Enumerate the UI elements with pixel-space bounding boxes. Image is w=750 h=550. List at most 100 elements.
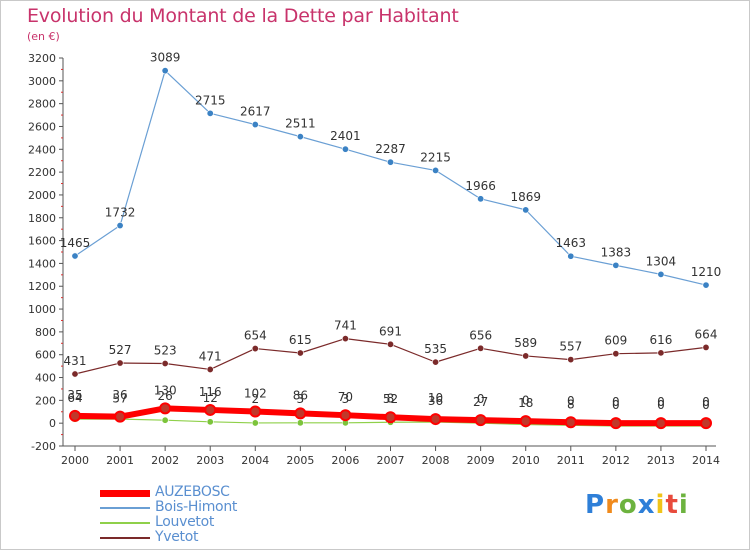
data-point xyxy=(386,158,394,166)
data-point xyxy=(251,121,259,129)
data-label: 10 xyxy=(428,391,443,405)
data-point xyxy=(161,359,169,367)
data-label: 527 xyxy=(109,343,132,357)
data-point xyxy=(161,416,169,424)
y-tick-label: 2200 xyxy=(28,166,56,179)
data-point xyxy=(296,419,304,427)
data-point xyxy=(657,270,665,278)
data-point xyxy=(612,350,620,358)
data-label: 0 xyxy=(702,398,710,412)
data-point xyxy=(339,409,352,422)
data-label: 589 xyxy=(514,336,537,350)
data-label: 0 xyxy=(612,398,620,412)
y-tick-label: 2000 xyxy=(28,189,56,202)
data-label: 0 xyxy=(702,395,710,409)
legend-label: AUZEBOSC xyxy=(155,484,230,500)
legend-label: Yvetot xyxy=(155,529,199,545)
data-label: 0 xyxy=(657,398,665,412)
x-tick-label: 2011 xyxy=(557,454,585,467)
data-point xyxy=(206,418,214,426)
data-label: 1966 xyxy=(465,179,496,193)
data-label: 535 xyxy=(424,342,447,356)
data-point xyxy=(612,261,620,269)
data-label: 2511 xyxy=(285,117,316,131)
data-point xyxy=(702,281,710,289)
data-point xyxy=(522,352,530,360)
proxiti-logo: Proxiti xyxy=(585,490,689,520)
data-label: 615 xyxy=(289,333,312,347)
data-point xyxy=(654,417,667,430)
x-tick-label: 2002 xyxy=(151,454,179,467)
data-label: 1304 xyxy=(646,254,677,268)
data-label: 0 xyxy=(612,395,620,409)
data-point xyxy=(206,109,214,117)
y-tick-label: 1400 xyxy=(28,257,56,270)
data-point xyxy=(251,419,259,427)
data-point xyxy=(296,349,304,357)
data-label: 18 xyxy=(518,396,533,410)
data-label: 2215 xyxy=(420,150,451,164)
data-label: 2287 xyxy=(375,142,406,156)
x-tick-label: 2010 xyxy=(512,454,540,467)
data-label: 36 xyxy=(112,388,127,402)
data-point xyxy=(116,222,124,230)
data-point xyxy=(114,410,127,423)
data-label: 26 xyxy=(158,389,173,403)
data-point xyxy=(432,358,440,366)
legend-label: Bois-Himont xyxy=(155,499,238,515)
x-tick-label: 2005 xyxy=(286,454,314,467)
series-layer xyxy=(69,67,712,430)
y-tick-label: 0 xyxy=(49,417,56,430)
data-point xyxy=(341,335,349,343)
x-tick-label: 2013 xyxy=(647,454,675,467)
data-label: 0 xyxy=(567,394,575,408)
data-point xyxy=(474,414,487,427)
data-label: 3 xyxy=(342,392,350,406)
data-label: 431 xyxy=(64,354,87,368)
data-point xyxy=(519,415,532,428)
data-label: 86 xyxy=(293,388,308,402)
data-labels: 1465 1732 3089 2715 2617 2511 2401 2287 2215 1966… xyxy=(60,51,722,413)
data-point xyxy=(71,370,79,378)
data-point xyxy=(249,405,262,418)
legend-swatch-louvetot xyxy=(100,522,150,524)
data-label: 741 xyxy=(334,319,357,333)
data-label: 130 xyxy=(154,383,177,397)
data-label: 1463 xyxy=(556,236,587,250)
data-label: 2715 xyxy=(195,93,226,107)
data-label: 609 xyxy=(604,334,627,348)
legend-swatch-auzebosc xyxy=(100,490,150,497)
data-point xyxy=(69,409,81,422)
data-label: 102 xyxy=(244,387,267,401)
x-tick-label: 2000 xyxy=(61,454,89,467)
data-label: 1465 xyxy=(60,236,91,250)
y-tick-label: 800 xyxy=(35,326,56,339)
data-point xyxy=(294,407,307,420)
data-point xyxy=(71,252,79,260)
x-tick-label: 2008 xyxy=(422,454,450,467)
data-point xyxy=(251,345,259,353)
y-tick-label: 2800 xyxy=(28,98,56,111)
data-label: 52 xyxy=(383,392,398,406)
y-tick-label: 2600 xyxy=(28,120,56,133)
data-point xyxy=(702,343,710,351)
data-label: 664 xyxy=(695,327,718,341)
data-point xyxy=(477,344,485,352)
data-point xyxy=(204,403,217,416)
data-label: 691 xyxy=(379,324,402,338)
data-label: 616 xyxy=(649,333,672,347)
data-label: 2 xyxy=(251,392,259,406)
data-point xyxy=(341,145,349,153)
legend-label: Louvetot xyxy=(155,514,215,530)
data-point xyxy=(564,416,577,429)
y-tick-label: 200 xyxy=(35,394,56,407)
data-label: 1383 xyxy=(601,245,632,259)
data-point xyxy=(429,413,442,426)
data-label: 116 xyxy=(199,385,222,399)
chart-unit: (en €) xyxy=(27,30,60,43)
data-point xyxy=(567,252,575,260)
data-label: 654 xyxy=(244,329,267,343)
y-tick-label: 600 xyxy=(35,349,56,362)
data-label: 57 xyxy=(112,392,127,406)
x-tick-label: 2007 xyxy=(377,454,405,467)
